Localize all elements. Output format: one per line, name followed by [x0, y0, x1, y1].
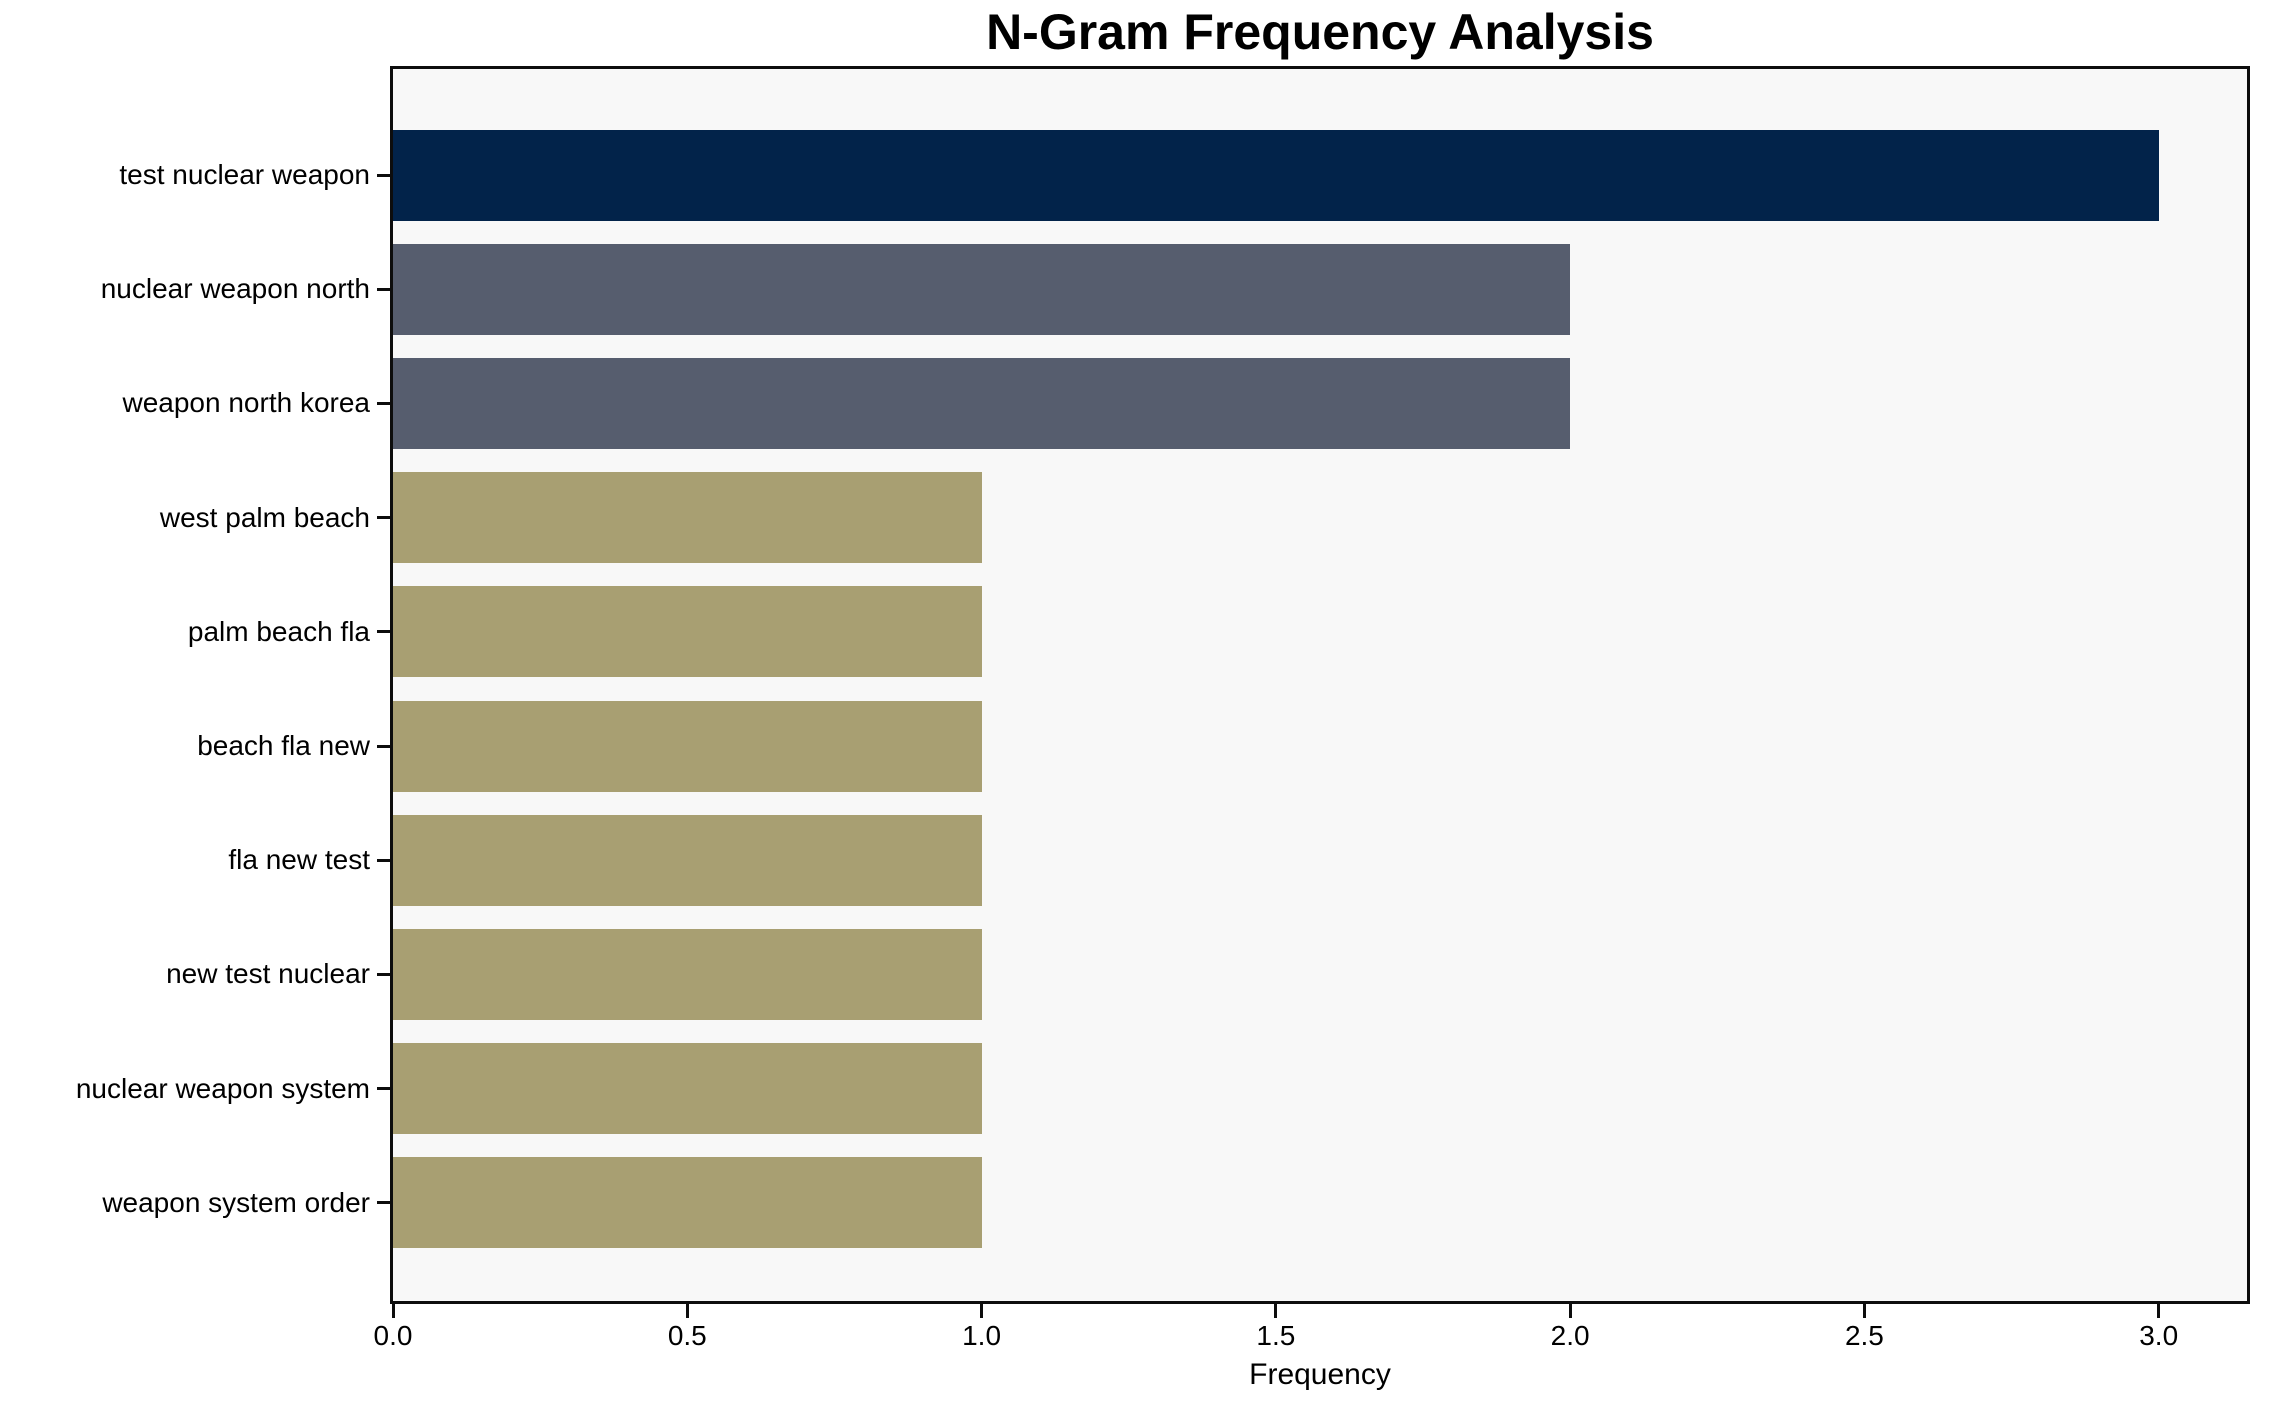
bar-west-palm-beach	[393, 472, 982, 564]
x-tick-label: 0.0	[373, 1320, 413, 1351]
bar-weapon-north-korea	[393, 357, 1570, 449]
y-tick-mark	[377, 1201, 390, 1205]
y-tick-mark	[377, 516, 390, 520]
x-axis-label: Frequency	[1249, 1358, 1391, 1391]
bar-new-test-nuclear	[393, 928, 982, 1020]
x-tick-mark	[980, 1304, 984, 1318]
y-tick-mark	[377, 972, 390, 976]
x-tick-mark	[685, 1304, 689, 1318]
y-tick-label: test nuclear weapon	[119, 159, 370, 190]
plot-area	[390, 66, 2250, 1304]
y-tick-mark	[377, 858, 390, 862]
y-tick-label: beach fla new	[197, 730, 370, 761]
y-tick-mark	[377, 173, 390, 177]
bar-beach-fla-new	[393, 700, 982, 792]
bar-nuclear-weapon-system	[393, 1043, 982, 1135]
x-tick-label: 1.5	[1256, 1320, 1296, 1351]
x-tick-label: 2.5	[1844, 1320, 1884, 1351]
y-tick-mark	[377, 744, 390, 748]
y-tick-label: weapon system order	[102, 1186, 370, 1218]
y-tick-label: nuclear weapon north	[100, 273, 370, 305]
x-tick-label: 1.0	[962, 1320, 1002, 1351]
y-tick-mark	[377, 630, 390, 634]
y-tick-label: west palm beach	[159, 501, 370, 533]
y-tick-mark	[377, 401, 390, 405]
y-tick-mark	[377, 287, 390, 291]
y-tick-label: nuclear weapon system	[75, 1072, 370, 1104]
chart-title: N-Gram Frequency Analysis	[986, 4, 1654, 60]
y-tick-label: palm beach fla	[187, 615, 370, 647]
x-tick-mark	[2157, 1304, 2161, 1318]
y-tick-mark	[377, 1087, 390, 1091]
x-tick-mark	[1568, 1304, 1572, 1318]
bar-weapon-system-order	[393, 1157, 982, 1249]
y-tick-label: new test nuclear	[166, 958, 370, 990]
bar-fla-new-test	[393, 814, 982, 906]
y-tick-label: weapon north korea	[122, 387, 370, 419]
x-tick-label: 3.0	[2139, 1320, 2179, 1351]
bar-palm-beach-fla	[393, 586, 982, 678]
x-tick-mark	[1862, 1304, 1866, 1318]
x-tick-mark	[391, 1304, 395, 1318]
y-tick-label: fla new test	[228, 844, 370, 876]
x-tick-label: 0.5	[667, 1320, 707, 1351]
bar-nuclear-weapon-north	[393, 243, 1570, 335]
x-tick-label: 2.0	[1550, 1320, 1590, 1351]
x-tick-mark	[1274, 1304, 1278, 1318]
bar-test-nuclear-weapon	[393, 129, 2159, 221]
